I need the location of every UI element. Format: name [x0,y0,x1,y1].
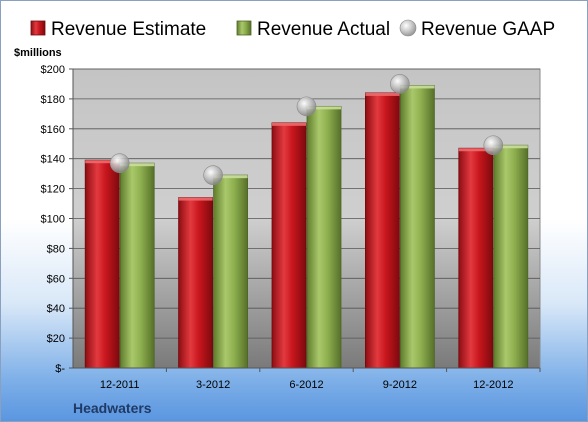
y-tick-label: $60 [47,273,65,285]
y-axis-unit-label: $millions [14,47,62,59]
bar-revenue-estimate [178,197,214,369]
bar-revenue-actual [399,85,435,369]
bar-top-highlight [400,85,435,89]
gaap-marker [203,165,223,185]
bar-top-highlight [85,160,120,164]
y-tick-label: $80 [47,243,65,255]
y-tick-label: $40 [47,303,65,315]
bar-top-highlight [365,92,400,96]
x-tick-label: 12-2011 [100,379,140,391]
bar-revenue-estimate [271,122,307,369]
y-tick-label: $- [55,363,65,375]
gaap-marker [109,153,130,173]
bar-top-highlight [307,106,341,110]
y-tick-label: $180 [41,94,65,106]
y-tick-label: $100 [41,214,65,226]
bar-top-highlight [458,148,493,152]
bar-revenue-actual [119,162,155,369]
bar-revenue-estimate [364,92,400,369]
x-tick-label: 12-2012 [473,379,513,391]
gaap-markers [109,74,504,185]
gaap-marker [483,135,504,156]
gaap-marker [390,74,410,94]
bar-revenue-actual [213,174,249,369]
x-tick-label: 3-2012 [196,379,230,391]
x-tick-label: 9-2012 [383,379,417,391]
y-axis-ticks: $- $20 $40 $60 $80 $100 $120 $140 $160 $180 $200 [41,64,74,375]
y-tick-label: $120 [41,184,65,196]
bar-top-highlight [493,145,528,149]
legend-swatch [236,20,252,36]
legend-label: Revenue Actual [257,19,390,40]
legend-swatch [399,19,417,37]
legend-label: Revenue Estimate [51,19,206,40]
gaap-marker [296,96,317,117]
company-name: Headwaters [73,400,152,416]
bar-top-highlight [120,163,155,167]
y-tick-label: $200 [41,64,65,76]
bar-revenue-actual [493,144,529,369]
chart-legend: Revenue Estimate Revenue Actual Revenue GA… [30,19,555,40]
x-tick-label: 6-2012 [289,379,323,391]
bar-revenue-estimate [84,159,120,369]
bar-revenue-actual [306,105,342,369]
y-tick-label: $140 [41,154,65,166]
y-tick-label: $20 [47,333,65,345]
bars [84,85,529,369]
bar-top-highlight [213,175,248,179]
bar-top-highlight [272,122,306,126]
y-tick-label: $160 [41,124,65,136]
bar-revenue-estimate [458,147,494,369]
bar-top-highlight [178,197,213,201]
legend-swatch [30,20,46,36]
x-axis-ticks: 12-2011 3-2012 6-2012 9-2012 12-2012 [73,367,541,391]
legend-label: Revenue GAAP [421,19,555,40]
